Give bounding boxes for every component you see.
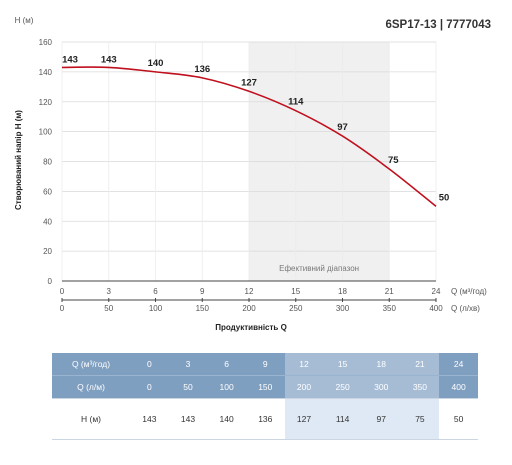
x-secondary-tick-label: 250: [289, 304, 303, 313]
y-tick-label: 160: [39, 38, 53, 47]
x-tick-label: 18: [338, 287, 347, 296]
table-cell: 250: [323, 375, 362, 399]
table-cell: 9: [245, 353, 285, 376]
table-cell: 136: [245, 398, 285, 440]
data-label: 127: [241, 77, 257, 88]
y-tick-label: 40: [43, 217, 52, 226]
data-label: 50: [439, 192, 450, 203]
table-cell: 75: [400, 398, 440, 440]
data-label: 75: [388, 155, 399, 166]
table-cell: 350: [400, 375, 440, 399]
table-row-label: H (м): [52, 398, 130, 440]
x-tick-label: 21: [385, 287, 394, 296]
table-cell: 3: [168, 353, 208, 376]
table-cell: 15: [323, 353, 362, 376]
table-cell: 50: [439, 398, 478, 440]
data-label: 140: [148, 58, 164, 69]
x-tick-label: 24: [432, 287, 441, 296]
data-label: 114: [288, 97, 304, 108]
table-cell: 114: [323, 398, 362, 440]
table-cell: 143: [130, 398, 169, 440]
table-cell: 0: [130, 353, 169, 376]
x-secondary-tick-label: 300: [336, 304, 350, 313]
table-cell: 300: [361, 375, 401, 399]
y-tick-label: 0: [48, 277, 53, 286]
x-secondary-tick-label: 150: [196, 304, 210, 313]
x-unit-secondary-label: Q (л/хв): [451, 304, 480, 313]
y-tick-label: 60: [43, 187, 52, 196]
efficiency-band-label: Ефективний діапазон: [279, 264, 359, 273]
x-tick-label: 12: [245, 287, 254, 296]
table-row-label: Q (л/м): [52, 375, 130, 399]
table-cell: 12: [284, 353, 324, 376]
table-cell: 150: [245, 375, 285, 399]
y-tick-label: 80: [43, 158, 52, 167]
x-tick-label: 3: [107, 287, 112, 296]
table-cell: 200: [284, 375, 324, 399]
table-cell: 0: [130, 375, 169, 399]
table-cell: 18: [361, 353, 401, 376]
y-tick-label: 20: [43, 247, 52, 256]
table-cell: 143: [168, 398, 208, 440]
table-cell: 50: [168, 375, 208, 399]
x-secondary-tick-label: 350: [383, 304, 397, 313]
x-tick-label: 9: [200, 287, 205, 296]
data-label: 136: [194, 64, 210, 75]
performance-table: Q (м³/год) 0 3 6 9 12 15 18 21 24 Q (л/м…: [52, 353, 478, 440]
y-tick-label: 100: [39, 128, 53, 137]
y-axis-title: Створюваний напір H (м): [14, 110, 23, 210]
x-secondary-tick-label: 400: [429, 304, 443, 313]
table-row-q-l: Q (л/м) 0 50 100 150 200 250 300 350 400: [52, 375, 478, 399]
table-cell: 21: [400, 353, 440, 376]
pump-curve-chart: 6SP17-13 | 7777043 H (м) Створюваний нап…: [14, 16, 491, 332]
table-row-q-m3: Q (м³/год) 0 3 6 9 12 15 18 21 24: [52, 353, 478, 376]
table-cell: 97: [361, 398, 401, 440]
table-cell: 400: [439, 375, 478, 399]
x-unit-primary-label: Q (м³/год): [451, 287, 487, 296]
y-unit-label: H (м): [15, 16, 34, 25]
chart-title: 6SP17-13 | 7777043: [385, 19, 491, 31]
table-cell: 140: [207, 398, 246, 440]
x-secondary-tick-label: 100: [149, 304, 163, 313]
table-cell: 6: [207, 353, 246, 376]
data-label: 97: [337, 122, 348, 133]
x-secondary-tick-label: 50: [104, 304, 113, 313]
table-row-label: Q (м³/год): [52, 353, 130, 376]
table-row-h: H (м) 143 143 140 136 127 114 97 75 50: [52, 398, 478, 440]
y-tick-label: 120: [39, 98, 53, 107]
data-label: 143: [62, 54, 78, 65]
x-secondary-tick-label: 0: [60, 304, 65, 313]
table-cell: 24: [439, 353, 478, 376]
x-tick-label: 15: [291, 287, 300, 296]
table-cell: 100: [207, 375, 246, 399]
x-tick-label: 6: [153, 287, 158, 296]
data-label: 143: [101, 54, 117, 65]
table-cell: 127: [284, 398, 324, 440]
head-curve-line: [61, 66, 437, 207]
y-tick-label: 140: [39, 68, 53, 77]
x-secondary-tick-label: 200: [242, 304, 256, 313]
x-axis-title: Продуктивність Q: [215, 323, 287, 332]
x-tick-label: 0: [60, 287, 65, 296]
